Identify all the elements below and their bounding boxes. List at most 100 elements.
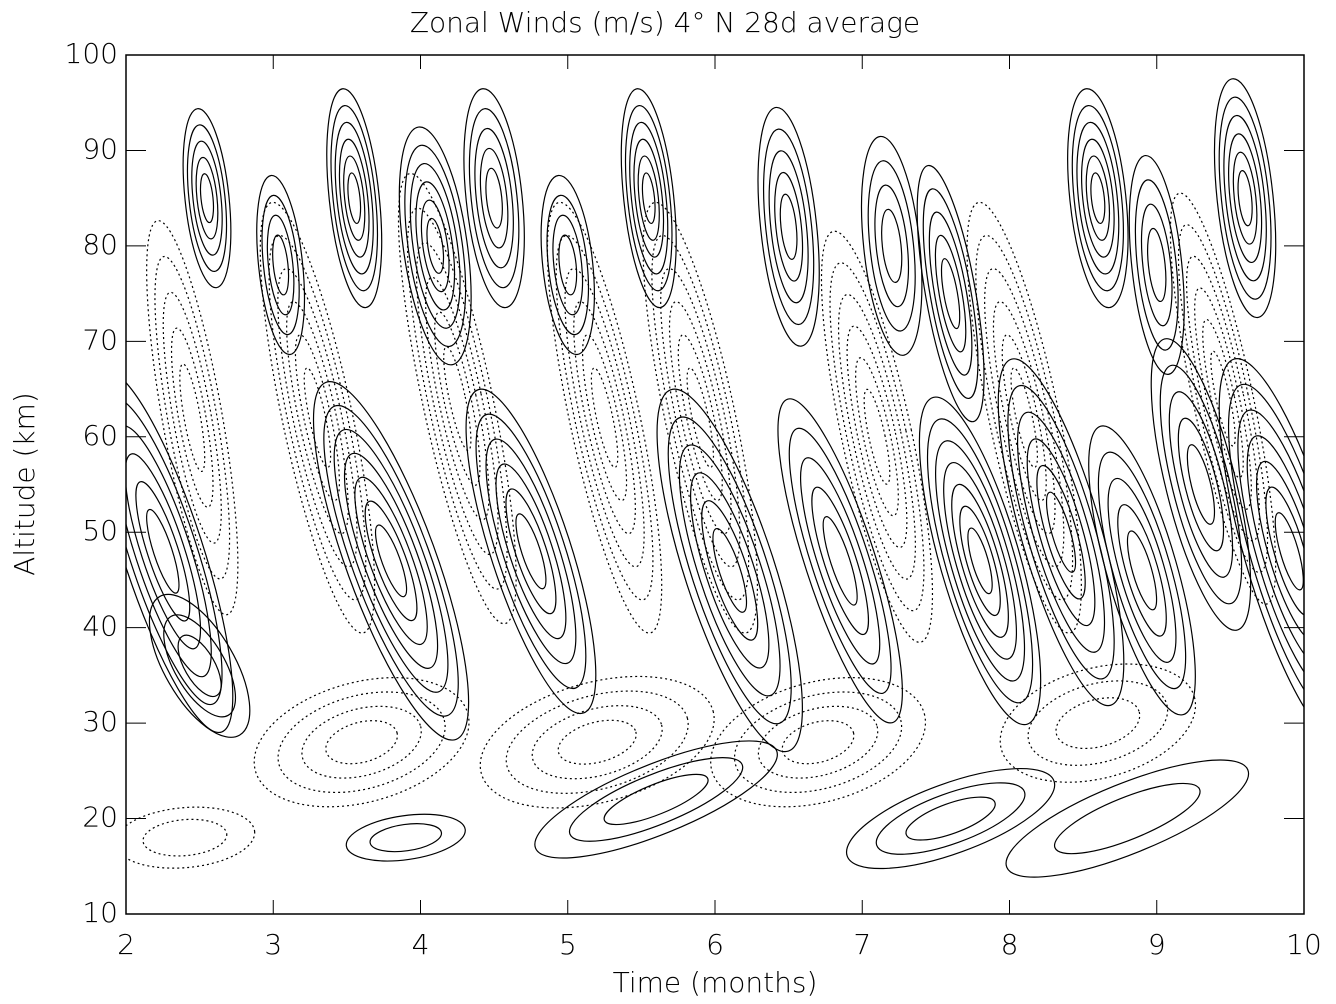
contour-line — [326, 88, 383, 309]
contour-line — [999, 663, 1197, 783]
contour-line — [781, 720, 855, 765]
contour-line — [146, 220, 239, 616]
contour-line — [1007, 384, 1115, 680]
x-tick-label: 7 — [853, 928, 871, 961]
contour-line — [186, 124, 228, 273]
y-tick-label: 10 — [82, 896, 118, 929]
contour-line — [1117, 504, 1167, 637]
contour-line — [1001, 334, 1047, 502]
contour-line — [1274, 512, 1304, 591]
contour-line — [799, 457, 881, 665]
contour-line — [642, 201, 759, 634]
contour-line — [1126, 530, 1158, 611]
contour-line — [397, 172, 517, 625]
contour-line — [443, 346, 472, 452]
contour-line — [660, 268, 741, 568]
contour-field — [126, 78, 1304, 878]
contour-line — [637, 155, 660, 241]
contour-line — [364, 500, 418, 622]
contour-line — [334, 121, 374, 275]
contour-line — [294, 334, 340, 502]
contour-line — [546, 201, 663, 634]
x-tick-label: 2 — [117, 928, 135, 961]
x-tick-label: 9 — [1148, 928, 1166, 961]
contour-line — [975, 234, 1074, 601]
contour-line — [277, 268, 358, 568]
contour-line — [540, 174, 595, 356]
y-tick-label: 30 — [82, 705, 118, 738]
contour-line — [1027, 680, 1169, 766]
contour-line — [1218, 96, 1272, 300]
contour-line — [1071, 104, 1124, 292]
contour-line — [1053, 782, 1201, 855]
contour-line — [347, 172, 362, 225]
contour-line — [863, 388, 891, 485]
contour-line — [515, 513, 547, 590]
contour-line — [1005, 759, 1250, 878]
contour-line — [677, 334, 723, 502]
contour-line — [345, 813, 466, 862]
contour-line — [788, 427, 892, 695]
contour-line — [811, 486, 870, 636]
contour-line — [984, 268, 1065, 568]
contour-line — [1026, 438, 1096, 627]
contour-line — [992, 301, 1056, 535]
contour-line — [420, 199, 450, 293]
contour-line — [943, 461, 1018, 660]
contour-line — [177, 634, 222, 698]
contour-line — [162, 291, 222, 544]
y-tick-label: 40 — [82, 610, 118, 643]
contour-line — [1168, 391, 1234, 578]
contour-line — [163, 614, 237, 718]
contour-line — [690, 472, 770, 669]
contour-line — [1227, 383, 1304, 719]
contour-line — [505, 690, 689, 794]
y-tick-label: 90 — [82, 132, 118, 165]
contour-line — [624, 104, 673, 292]
contour-line — [398, 126, 472, 366]
contour-line — [701, 500, 759, 641]
x-tick-label: 10 — [1286, 928, 1322, 961]
y-axis-label: Altitude (km) — [8, 392, 41, 576]
contour-line — [170, 327, 214, 508]
contour-line — [330, 104, 379, 292]
contour-line — [1237, 170, 1253, 227]
contour-line — [1016, 411, 1106, 653]
contour-line — [1177, 224, 1269, 574]
contour-line — [191, 140, 223, 256]
contour-line — [253, 677, 470, 808]
contour-line — [959, 505, 1001, 617]
contour-line — [568, 757, 744, 842]
contour-line — [286, 301, 349, 535]
contour-line — [777, 398, 903, 724]
contour-line — [918, 396, 1042, 726]
contour-line — [779, 193, 798, 260]
contour-line — [343, 155, 366, 241]
x-tick-label: 3 — [264, 928, 282, 961]
contour-line — [374, 524, 408, 598]
contour-line — [468, 108, 520, 289]
contour-line — [967, 527, 993, 595]
contour-line — [768, 150, 809, 304]
contour-line — [629, 121, 669, 275]
contour-line — [651, 234, 750, 601]
contour-line — [837, 293, 916, 580]
x-tick-label: 6 — [706, 928, 724, 961]
contour-line — [1067, 88, 1129, 309]
contour-line — [409, 162, 461, 329]
contour-line — [860, 135, 923, 356]
contour-line — [268, 234, 367, 601]
contour-line — [1223, 114, 1267, 282]
x-tick-label: 4 — [412, 928, 430, 961]
chart-title: Zonal Winds (m/s) 4° N 28d average — [410, 6, 920, 39]
contour-line — [1255, 460, 1304, 642]
contour-line — [934, 234, 967, 353]
contour-line — [934, 440, 1026, 682]
contour-line — [641, 172, 656, 225]
contour-line — [1085, 155, 1111, 241]
contour-line — [1090, 172, 1106, 225]
contour-line — [1076, 121, 1120, 275]
contour-line — [573, 301, 636, 535]
contour-line — [146, 508, 180, 594]
contour-line — [1246, 435, 1304, 668]
